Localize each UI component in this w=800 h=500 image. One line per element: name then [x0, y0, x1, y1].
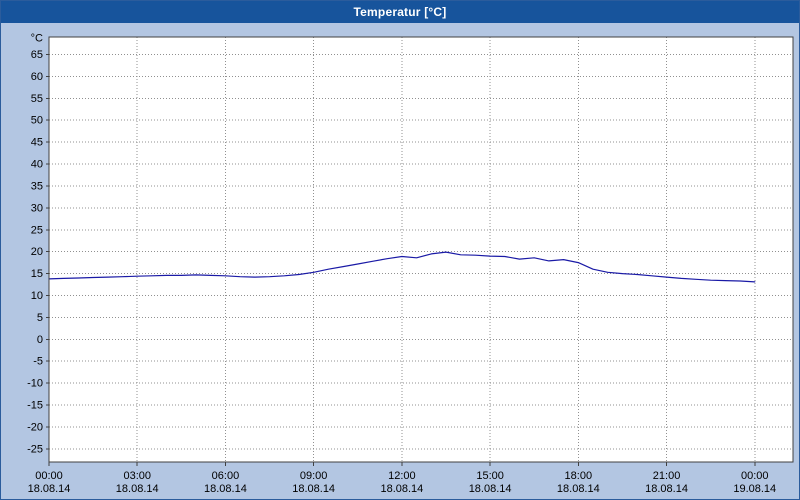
x-tick-time-label: 00:00 — [741, 470, 769, 482]
x-tick-time-label: 18:00 — [565, 470, 593, 482]
y-tick-label: 30 — [31, 202, 43, 214]
x-tick-date-label: 18.08.14 — [645, 483, 688, 495]
x-tick-time-label: 06:00 — [212, 470, 240, 482]
y-tick-label: 45 — [31, 137, 43, 149]
y-tick-label: 0 — [37, 334, 43, 346]
x-tick-time-label: 21:00 — [653, 470, 681, 482]
y-tick-label: -10 — [27, 378, 43, 390]
y-tick-label: -25 — [27, 443, 43, 455]
y-tick-label: 55 — [31, 93, 43, 105]
temperature-line — [48, 251, 756, 283]
y-tick-label: -5 — [33, 356, 43, 368]
y-axis-unit-label: °C — [31, 33, 43, 45]
y-tick-label: 5 — [37, 312, 43, 324]
x-tick-date-label: 18.08.14 — [116, 483, 159, 495]
x-tick-time-label: 09:00 — [300, 470, 328, 482]
x-tick-date-label: 18.08.14 — [28, 483, 71, 495]
x-tick-date-label: 18.08.14 — [469, 483, 512, 495]
chart-svg: 65605550454035302520151050-5-10-15-20-25… — [27, 33, 794, 495]
x-tick-date-label: 18.08.14 — [292, 483, 335, 495]
plot-border — [48, 36, 794, 463]
y-tick-label: -15 — [27, 400, 43, 412]
title-bar: Temperatur [°C] — [1, 1, 799, 23]
y-tick-label: 35 — [31, 180, 43, 192]
plot-area — [49, 37, 793, 462]
y-tick-label: 20 — [31, 246, 43, 258]
x-tick-time-label: 15:00 — [476, 470, 504, 482]
x-tick-time-label: 00:00 — [35, 470, 63, 482]
y-tick-label: 65 — [31, 49, 43, 61]
x-tick-date-label: 18.08.14 — [557, 483, 600, 495]
x-tick-date-label: 19.08.14 — [733, 483, 776, 495]
y-tick-label: 50 — [31, 115, 43, 127]
x-tick-date-label: 18.08.14 — [380, 483, 423, 495]
x-tick-time-label: 12:00 — [388, 470, 416, 482]
y-tick-label: 40 — [31, 159, 43, 171]
x-tick-date-label: 18.08.14 — [204, 483, 247, 495]
chart-container: 65 60 55 50 45 40 35 30 25 20 15 10 5 0 -5 -10 -15 -20 -25… — [1, 23, 800, 499]
window-title: Temperatur [°C] — [353, 5, 447, 19]
x-tick-time-label: 03:00 — [123, 470, 151, 482]
y-tick-label: 15 — [31, 268, 43, 280]
y-tick-label: 25 — [31, 224, 43, 236]
y-tick-label: 10 — [31, 290, 43, 302]
y-tick-label: 60 — [31, 71, 43, 83]
y-tick-label: -20 — [27, 421, 43, 433]
